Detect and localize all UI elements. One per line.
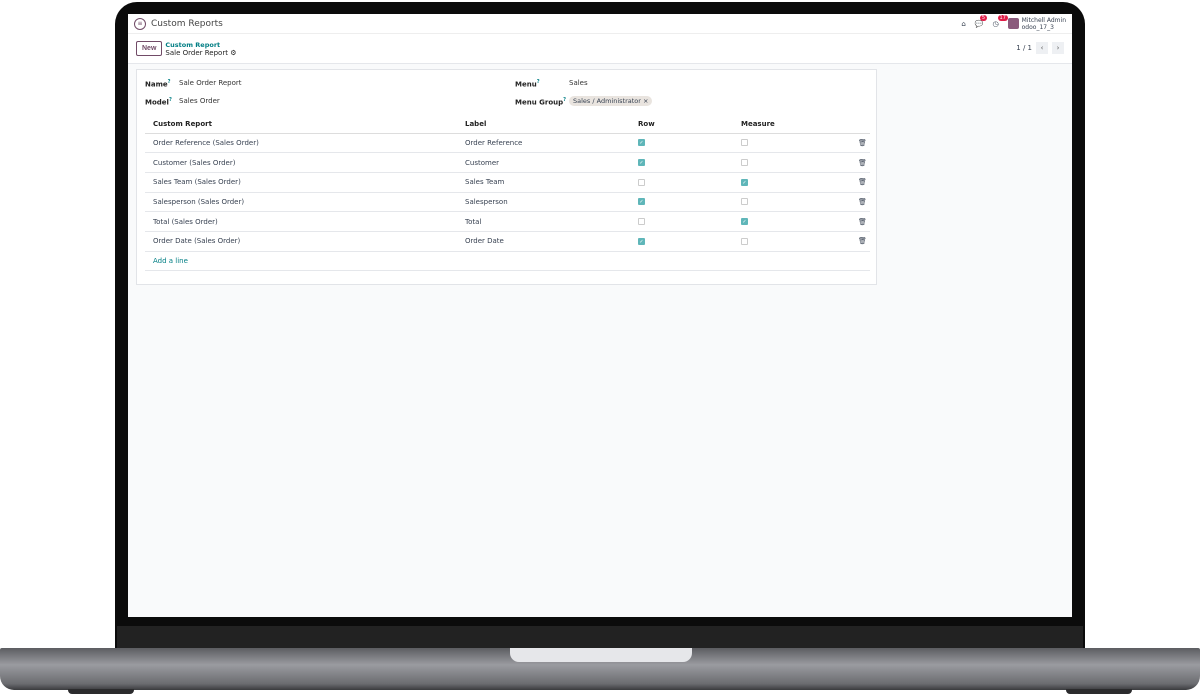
label-cell[interactable]: Customer	[457, 152, 630, 173]
measure-checkbox[interactable]	[741, 139, 748, 147]
menu-label: Menu?	[515, 79, 540, 89]
field-cell[interactable]: Order Reference (Sales Order)	[145, 133, 457, 154]
laptop-foot	[68, 689, 134, 694]
name-label: Name?	[145, 79, 171, 89]
field-cell[interactable]: Customer (Sales Order)	[145, 152, 457, 173]
model-field[interactable]: Sales Order	[179, 97, 220, 105]
column-header[interactable]: Row	[630, 115, 733, 134]
field-cell[interactable]: Total (Sales Order)	[145, 211, 457, 232]
measure-checkbox[interactable]	[741, 198, 748, 206]
label-cell[interactable]: Sales Team	[457, 172, 630, 193]
messages-badge: 5	[979, 14, 987, 21]
fields-table: Custom Report Label Row Measure Order Re…	[145, 115, 870, 272]
app-logo-icon[interactable]: ≡	[134, 17, 146, 30]
label-cell[interactable]: Total	[457, 211, 630, 232]
bug-icon[interactable]: ⌂	[961, 19, 966, 28]
menu-group-label: Menu Group?	[515, 97, 567, 107]
trash-icon[interactable]: 🗑	[850, 133, 870, 154]
trash-icon[interactable]: 🗑	[850, 172, 870, 193]
name-field[interactable]: Sale Order Report	[179, 79, 242, 87]
menu-field[interactable]: Sales	[569, 79, 588, 87]
breadcrumb: Custom Report Sale Order Report ⚙	[165, 41, 236, 57]
table-row[interactable]: Order Date (Sales Order) Order Date ✓ 🗑	[145, 231, 870, 252]
app-title[interactable]: Custom Reports	[151, 18, 223, 29]
trash-icon[interactable]: 🗑	[850, 152, 870, 173]
avatar	[1007, 18, 1019, 29]
row-checkbox[interactable]	[638, 218, 645, 226]
trash-icon[interactable]: 🗑	[850, 231, 870, 252]
column-header[interactable]: Custom Report	[145, 115, 457, 134]
measure-checkbox[interactable]	[741, 159, 748, 167]
measure-checkbox[interactable]: ✓	[741, 178, 748, 186]
table-row[interactable]: Salesperson (Sales Order) Salesperson ✓ …	[145, 192, 870, 213]
field-cell[interactable]: Sales Team (Sales Order)	[145, 172, 457, 193]
table-row[interactable]: Sales Team (Sales Order) Sales Team ✓ 🗑	[145, 172, 870, 193]
breadcrumb-current: Sale Order Report	[165, 48, 228, 57]
activities-icon[interactable]: ◷ 17	[992, 14, 1008, 28]
gear-icon[interactable]: ⚙	[230, 48, 237, 57]
user-name: Mitchell Admin	[1021, 16, 1066, 24]
row-checkbox[interactable]: ✓	[638, 198, 645, 206]
laptop-chin	[117, 626, 1083, 650]
pager-next-button[interactable]: ›	[1052, 42, 1064, 54]
row-checkbox[interactable]: ✓	[638, 139, 645, 147]
field-cell[interactable]: Salesperson (Sales Order)	[145, 192, 457, 213]
column-header[interactable]: Label	[457, 115, 630, 134]
form-sheet: Name? Sale Order Report Model? Sales Ord…	[136, 69, 877, 285]
laptop-foot	[1066, 689, 1132, 694]
messages-icon[interactable]: 💬 5	[974, 14, 987, 28]
row-checkbox[interactable]: ✓	[638, 159, 645, 167]
label-cell[interactable]: Salesperson	[457, 192, 630, 213]
remove-tag-icon[interactable]: ×	[643, 97, 649, 105]
user-menu[interactable]: Mitchell Admin odoo_17_3	[1007, 16, 1066, 31]
column-header[interactable]: Measure	[733, 115, 850, 134]
pager-value[interactable]: 1 / 1	[1016, 44, 1032, 52]
measure-checkbox[interactable]	[741, 237, 748, 245]
breadcrumb-parent[interactable]: Custom Report	[165, 40, 221, 49]
row-checkbox[interactable]	[638, 178, 645, 186]
field-cell[interactable]: Order Date (Sales Order)	[145, 231, 457, 252]
trash-icon[interactable]: 🗑	[850, 211, 870, 232]
table-row[interactable]: Customer (Sales Order) Customer ✓ 🗑	[145, 152, 870, 173]
model-label: Model?	[145, 97, 172, 107]
measure-checkbox[interactable]: ✓	[741, 218, 748, 226]
laptop-notch	[510, 648, 692, 662]
top-navbar: ≡ Custom Reports ⌂ 💬 5 ◷ 17 Mitchell Admin…	[128, 14, 1072, 34]
label-cell[interactable]: Order Reference	[457, 133, 630, 154]
table-row[interactable]: Order Reference (Sales Order) Order Refe…	[145, 133, 870, 154]
menu-group-tag[interactable]: Sales / Administrator ×	[569, 96, 653, 106]
db-name: odoo_17_3	[1021, 23, 1054, 31]
pager: 1 / 1 ‹ ›	[1016, 42, 1064, 54]
label-cell[interactable]: Order Date	[457, 231, 630, 252]
trash-icon[interactable]: 🗑	[850, 192, 870, 213]
table-row[interactable]: Total (Sales Order) Total ✓ 🗑	[145, 211, 870, 232]
row-checkbox[interactable]: ✓	[638, 237, 645, 245]
pager-prev-button[interactable]: ‹	[1036, 42, 1048, 54]
new-button[interactable]: New	[136, 41, 163, 56]
add-line-link[interactable]: Add a line	[145, 251, 870, 272]
screen: ≡ Custom Reports ⌂ 💬 5 ◷ 17 Mitchell Admin…	[128, 14, 1072, 617]
control-panel: New Custom Report Sale Order Report ⚙ 1 …	[128, 34, 1072, 64]
activities-badge: 17	[997, 14, 1008, 21]
